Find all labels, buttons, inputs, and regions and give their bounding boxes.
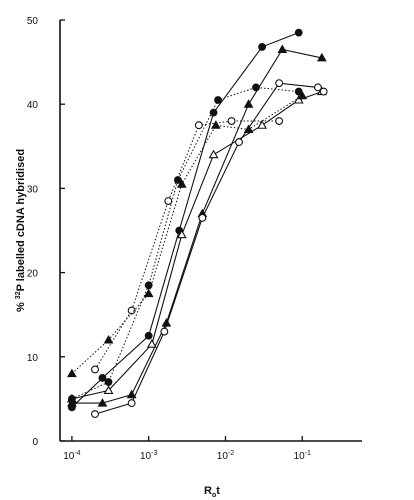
chart-labels: 0 10 20 30 40 50 10-4 10-3 10-2 10-1 Rot % 32P labe… (15, 16, 311, 499)
data-point-filled-triangle (243, 124, 254, 133)
data-point-filled-circle (98, 373, 107, 382)
data-point-filled-triangle (176, 179, 187, 188)
data-point-filled-circle (144, 281, 153, 290)
chart-series (66, 28, 328, 419)
data-point-filled-triangle (277, 44, 288, 53)
data-point-open-triangle (257, 120, 268, 129)
data-point-open-triangle (208, 149, 219, 159)
data-point-open-circle (127, 399, 136, 408)
data-point-filled-circle (173, 176, 182, 184)
data-point-open-circle (313, 83, 322, 92)
y-tick-label: 30 (27, 184, 39, 195)
data-point-open-circle (160, 327, 169, 336)
series-line (94, 120, 280, 370)
data-point-open-triangle (293, 94, 304, 104)
series-3 (66, 86, 327, 403)
data-point-filled-triangle (316, 52, 327, 62)
series-line (94, 82, 325, 415)
data-point-filled-circle (214, 96, 222, 104)
data-point-open-circle (91, 365, 99, 374)
data-point-filled-circle (67, 395, 76, 403)
data-point-filled-triangle (297, 90, 308, 100)
data-point-open-circle (194, 121, 203, 130)
data-point-open-circle (227, 117, 236, 125)
series-2 (67, 44, 327, 407)
data-point-open-circle (164, 197, 173, 205)
data-point-filled-circle (144, 331, 153, 340)
data-point-open-triangle (103, 385, 114, 395)
data-point-open-circle (275, 117, 284, 125)
y-axis-title: % 32P labelled cDNA hybridised (15, 149, 27, 312)
y-tick-label: 0 (32, 437, 38, 448)
data-point-open-circle (91, 410, 99, 419)
x-tick-label: 10-4 (63, 450, 80, 462)
x-tick-label: 10-2 (217, 450, 234, 462)
series-line (71, 48, 323, 404)
data-point-filled-triangle (97, 398, 108, 407)
series-4 (91, 79, 328, 419)
data-point-filled-triangle (143, 288, 154, 298)
series-7 (67, 90, 308, 378)
data-point-filled-circle (258, 43, 267, 51)
y-tick-label: 40 (27, 100, 39, 111)
data-point-open-circle (235, 138, 243, 147)
data-point-filled-triangle (67, 368, 77, 378)
x-tick-label: 10-3 (140, 450, 157, 462)
data-point-filled-circle (294, 28, 303, 37)
data-point-filled-triangle (243, 99, 254, 108)
data-point-filled-circle (104, 378, 113, 386)
data-point-open-circle (319, 87, 328, 96)
series-line (71, 91, 323, 400)
data-point-open-triangle (146, 339, 157, 348)
data-point-filled-triangle (126, 389, 137, 399)
series-1 (67, 28, 303, 412)
x-tick-label: 10-1 (294, 450, 311, 462)
data-point-open-triangle (176, 229, 187, 239)
series-line (71, 86, 299, 400)
data-point-open-circle (198, 213, 207, 222)
series-line (71, 95, 303, 374)
y-tick-label: 50 (27, 16, 39, 27)
series-5 (91, 117, 284, 374)
x-axis-title: Rot (204, 485, 220, 499)
series-6 (67, 83, 303, 403)
y-tick-label: 10 (27, 353, 39, 364)
chart-axes (59, 19, 362, 442)
data-point-filled-triangle (103, 334, 114, 344)
data-point-filled-circle (252, 83, 260, 92)
data-point-open-circle (275, 79, 284, 88)
data-point-filled-triangle (211, 120, 221, 129)
y-tick-label: 20 (27, 269, 39, 280)
